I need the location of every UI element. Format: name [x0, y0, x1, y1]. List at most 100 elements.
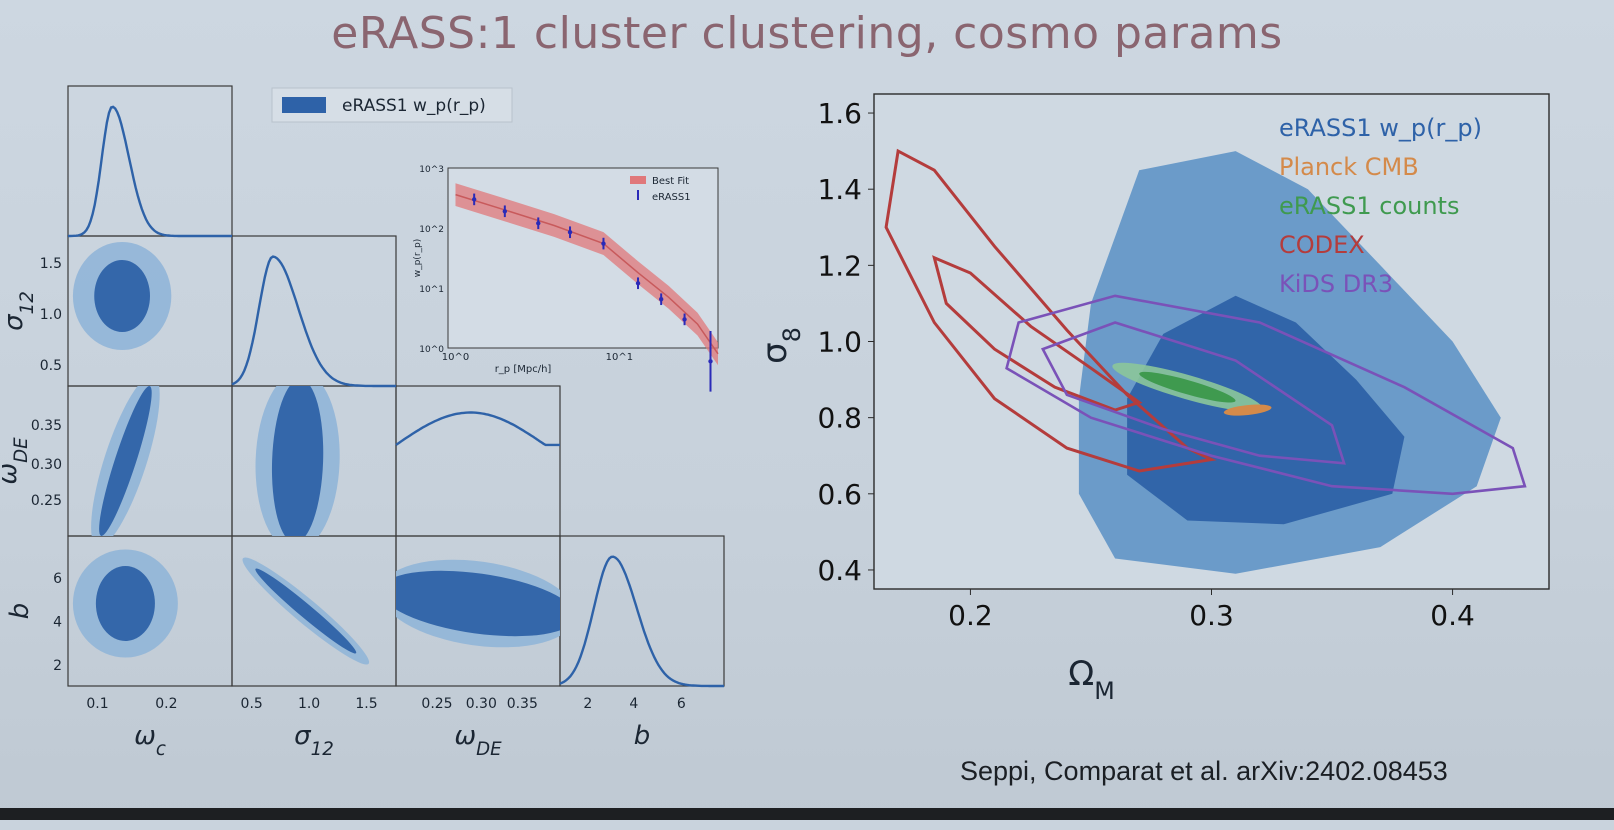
cy-label: σ8 [755, 327, 806, 364]
xtick-2-0: 0.25 [421, 696, 452, 712]
planck-cmb [1223, 404, 1272, 416]
ytick-1-1: 1.0 [40, 307, 62, 323]
data-point-0 [471, 197, 477, 202]
posterior-curve-1 [231, 255, 396, 388]
legend-swatch [282, 97, 326, 113]
inset-ytick-2: 10^2 [419, 225, 444, 235]
ytick-2-0: 0.35 [31, 418, 62, 434]
contour-group-3_1 [242, 557, 370, 665]
bestfit-band [455, 183, 718, 366]
inset-ytick-0: 10^0 [419, 345, 444, 355]
contour-plot: 0.2 0.3 0.4 0.4 0.6 0.8 1.0 1.2 1.4 1.6 ΩM σ8 eRASS1… [755, 93, 1550, 705]
posterior-curve-2 [395, 411, 560, 447]
data-point-6 [658, 297, 664, 302]
data-point-8 [708, 359, 713, 364]
ytick-2-2: 0.25 [31, 493, 62, 509]
contour-68-2_1 [271, 386, 324, 536]
xlabel-omega-c: ωc [134, 721, 166, 760]
xlabel-b: b [634, 721, 651, 751]
cy-tick-2: 0.8 [817, 402, 862, 435]
xtick-1-2: 1.5 [355, 696, 377, 712]
data-point-4 [601, 241, 606, 246]
inset-ylabel: w_p(r_p) [413, 239, 423, 278]
inset-xlabel: r_p [Mpc/h] [495, 364, 552, 375]
contour-legend-1: Planck CMB [1279, 153, 1419, 181]
data-point-7 [682, 317, 687, 322]
xlabel-sigma12: σ12 [294, 721, 334, 760]
inset-legend-erass: eRASS1 [652, 192, 691, 203]
xtick-2-2: 0.35 [507, 696, 538, 712]
panel-2-2 [395, 385, 561, 537]
contour-legend-2: eRASS1 counts [1279, 192, 1459, 220]
corner-plot: eRASS1 w_p(r_p) 0.1 0.2 0.5 1.0 1.5 0.25 0.30 0.… [0, 85, 725, 760]
xtick-2-1: 0.30 [466, 696, 497, 712]
contour-group-2_1 [255, 386, 340, 536]
contour-group-2_0 [91, 386, 160, 536]
cy-tick-5: 1.4 [817, 173, 862, 206]
slide-title: eRASS:1 cluster clustering, cosmo params [331, 8, 1283, 59]
posterior-curve-0 [68, 105, 232, 238]
ytick-3-0: 6 [53, 571, 62, 587]
data-point-1 [502, 209, 508, 214]
contour-legend-4: KiDS DR3 [1279, 270, 1393, 298]
xtick-1-0: 0.5 [241, 696, 263, 712]
inset-ytick-1: 10^1 [419, 285, 444, 295]
contour-group-1_0 [72, 242, 172, 350]
inset-ytick-3: 10^3 [419, 165, 444, 175]
bestfit-line [455, 193, 719, 355]
codex-68 [932, 255, 1143, 412]
cx-label: ΩM [1068, 654, 1115, 705]
ytick-2-1: 0.30 [31, 457, 62, 473]
xlabel-omegaDE: ωDE [454, 721, 502, 760]
ylabel-omegaDE: ωDE [0, 437, 32, 485]
inset-legend-bestfit: Best Fit [652, 176, 689, 187]
inset-legend-bestfit-swatch [630, 176, 646, 184]
ytick-1-2: 0.5 [40, 358, 62, 374]
data-point-5 [635, 281, 641, 286]
contour-layers [884, 148, 1527, 574]
inset-xtick-1: 10^1 [606, 352, 633, 363]
contour-68-3_1 [255, 568, 357, 654]
ytick-3-2: 2 [53, 658, 62, 674]
xtick-0-0: 0.1 [86, 696, 108, 712]
panel-3-3 [559, 535, 725, 687]
ylabel-b: b [5, 603, 35, 620]
data-point-2 [536, 221, 541, 226]
cy-tick-6: 1.6 [817, 97, 862, 130]
contour-group-3_2 [396, 559, 560, 648]
contour-68-2_0 [99, 386, 152, 536]
contour-legend-3: CODEX [1279, 231, 1365, 259]
cx-tick-1: 0.3 [1189, 599, 1234, 632]
kids-68 [1040, 321, 1346, 465]
contour-group-3_0 [72, 549, 178, 658]
xtick-3-2: 6 [677, 696, 686, 712]
ylabel-sigma12: σ12 [0, 291, 38, 331]
panel-1-1 [231, 235, 397, 387]
erass1-counts-68 [1139, 371, 1236, 403]
kids-95 [1005, 294, 1527, 496]
cy-tick-0: 0.4 [817, 554, 862, 587]
cx-tick-0: 0.2 [948, 599, 993, 632]
contour-68-3_2 [396, 570, 560, 637]
screen-edge [0, 808, 1614, 820]
legend-label: eRASS1 w_p(r_p) [342, 96, 486, 116]
xtick-0-1: 0.2 [155, 696, 177, 712]
xtick-1-1: 1.0 [298, 696, 320, 712]
inset-xtick-0: 10^0 [442, 352, 469, 363]
cy-tick-4: 1.2 [817, 249, 862, 282]
xtick-3-0: 2 [583, 696, 592, 712]
ytick-1-0: 1.5 [40, 256, 62, 272]
ytick-3-1: 4 [53, 615, 62, 631]
cy-tick-3: 1.0 [817, 326, 862, 359]
citation: Seppi, Comparat et al. arXiv:2402.08453 [960, 756, 1448, 786]
codex-95 [884, 148, 1217, 473]
cy-tick-1: 0.6 [817, 478, 862, 511]
cx-tick-2: 0.4 [1430, 599, 1475, 632]
xtick-3-1: 4 [629, 696, 638, 712]
contour-legend-0: eRASS1 w_p(r_p) [1279, 114, 1482, 142]
data-point-3 [567, 230, 573, 235]
contour-68-3_0 [95, 566, 155, 641]
contour-68-1_0 [94, 260, 150, 332]
posterior-curve-3 [559, 555, 724, 688]
